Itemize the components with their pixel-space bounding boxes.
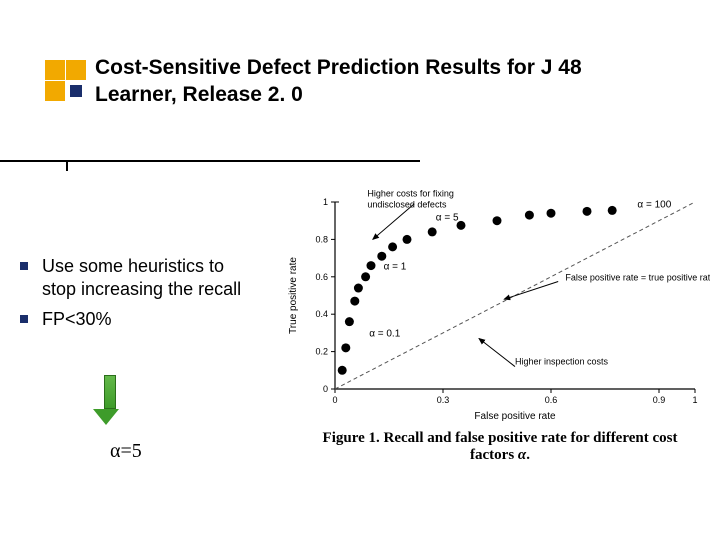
- svg-text:0.6: 0.6: [315, 272, 328, 282]
- bullet-text: Use some heuristics to stop increasing t…: [42, 255, 260, 302]
- svg-text:Higher inspection costs: Higher inspection costs: [515, 357, 609, 367]
- down-arrow-icon: [100, 375, 119, 425]
- body-bullets: Use some heuristics to stop increasing t…: [20, 255, 260, 337]
- alpha-equals-label: α=5: [110, 440, 142, 463]
- bullet-text: FP<30%: [42, 308, 112, 331]
- figure-caption: Figure 1. Recall and false positive rate…: [300, 430, 700, 464]
- svg-text:False positive rate: False positive rate: [474, 411, 556, 422]
- svg-text:Higher costs for fixing: Higher costs for fixing: [367, 188, 454, 198]
- vertical-rule: [66, 160, 68, 171]
- svg-text:0.4: 0.4: [315, 309, 328, 319]
- svg-text:α = 5: α = 5: [436, 213, 459, 224]
- svg-text:0.2: 0.2: [315, 347, 328, 357]
- horizontal-rule: [0, 160, 420, 162]
- svg-text:undisclosed defects: undisclosed defects: [367, 199, 447, 209]
- svg-text:α = 100: α = 100: [637, 200, 671, 211]
- svg-text:0.9: 0.9: [653, 395, 666, 405]
- bullet-icon: [20, 315, 28, 323]
- svg-text:True positive rate: True positive rate: [288, 257, 299, 334]
- bullet-item: Use some heuristics to stop increasing t…: [20, 255, 260, 302]
- svg-text:α = 0.1: α = 0.1: [369, 329, 401, 340]
- svg-text:0: 0: [323, 384, 328, 394]
- slide-title: Cost-Sensitive Defect Prediction Results…: [95, 54, 655, 109]
- svg-text:0.3: 0.3: [437, 395, 450, 405]
- slide: Cost-Sensitive Defect Prediction Results…: [0, 0, 720, 540]
- svg-text:1: 1: [323, 197, 328, 207]
- svg-text:0.6: 0.6: [545, 395, 558, 405]
- bullet-item: FP<30%: [20, 308, 260, 331]
- svg-text:False positive rate = true pos: False positive rate = true positive rate: [565, 273, 710, 283]
- svg-text:0.8: 0.8: [315, 234, 328, 244]
- roc-chart-svg: 0 0.2 0.4 0.6 0.8 1 0 0.3 0.6 0.9 1 False positive …: [280, 188, 710, 423]
- svg-text:α = 1: α = 1: [384, 261, 407, 272]
- roc-chart: 0 0.2 0.4 0.6 0.8 1 0 0.3 0.6 0.9 1 False positive …: [280, 188, 710, 423]
- bullet-icon: [20, 262, 28, 270]
- svg-text:1: 1: [692, 395, 697, 405]
- svg-text:0: 0: [332, 395, 337, 405]
